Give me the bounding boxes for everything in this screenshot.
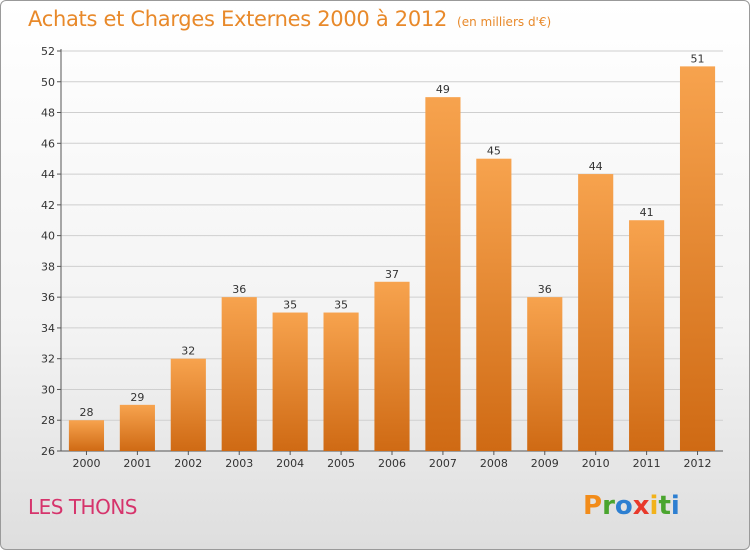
bar-2010 xyxy=(578,174,614,452)
chart-title-text: Achats et Charges Externes 2000 à 2012 xyxy=(28,7,448,31)
y-tick-label: 50 xyxy=(41,76,55,89)
value-label-2000: 28 xyxy=(79,406,93,419)
x-tick-label-2008: 2008 xyxy=(480,457,508,470)
y-tick-label: 42 xyxy=(41,199,55,212)
bar-2011 xyxy=(629,220,665,451)
bar-2009 xyxy=(527,297,563,451)
value-label-2010: 44 xyxy=(589,160,603,173)
proxiti-logo: Proxiti xyxy=(583,491,680,521)
y-tick-label: 38 xyxy=(41,260,55,273)
value-label-2009: 36 xyxy=(538,283,552,296)
x-tick-label-2009: 2009 xyxy=(531,457,559,470)
x-tick-label-2012: 2012 xyxy=(684,457,712,470)
y-tick-label: 32 xyxy=(41,353,55,366)
logo-letter: r xyxy=(602,491,615,521)
y-tick-label: 34 xyxy=(41,322,55,335)
x-tick-label-2010: 2010 xyxy=(582,457,610,470)
x-tick-label-2004: 2004 xyxy=(276,457,304,470)
x-tick-label-2006: 2006 xyxy=(378,457,406,470)
x-tick-label-2003: 2003 xyxy=(225,457,253,470)
bar-2002 xyxy=(170,358,206,451)
value-label-2004: 35 xyxy=(283,299,297,312)
bar-2001 xyxy=(119,404,155,451)
y-tick-label: 26 xyxy=(41,445,55,458)
y-tick-label: 40 xyxy=(41,230,55,243)
y-tick-label: 52 xyxy=(41,45,55,58)
labels: 26 28 30 32 34 36 38 40 42 44 46 48 50 52 28 2000 29 2001… xyxy=(41,45,712,470)
value-label-2008: 45 xyxy=(487,145,501,158)
chart-unit: (en milliers d'€) xyxy=(457,15,552,29)
logo-letter: o xyxy=(614,491,633,521)
x-tick-label-2005: 2005 xyxy=(327,457,355,470)
x-tick-label-2001: 2001 xyxy=(123,457,151,470)
value-label-2006: 37 xyxy=(385,268,399,281)
logo-letter: P xyxy=(583,491,603,521)
logo-letter: i xyxy=(649,491,659,521)
value-label-2003: 36 xyxy=(232,283,246,296)
y-tick-label: 36 xyxy=(41,291,55,304)
y-tick-label: 48 xyxy=(41,107,55,120)
bar-2006 xyxy=(374,281,410,451)
value-label-2012: 51 xyxy=(691,52,705,65)
value-label-2002: 32 xyxy=(181,345,195,358)
x-tick-label-2002: 2002 xyxy=(174,457,202,470)
bar-2007 xyxy=(425,97,461,452)
y-tick-label: 28 xyxy=(41,414,55,427)
value-label-2011: 41 xyxy=(640,206,654,219)
logo-letter: x xyxy=(632,491,650,521)
bars xyxy=(68,66,716,452)
value-label-2007: 49 xyxy=(436,83,450,96)
x-tick-label-2011: 2011 xyxy=(633,457,661,470)
place-name: LES THONS xyxy=(28,495,138,519)
bar-2005 xyxy=(323,312,359,451)
value-label-2005: 35 xyxy=(334,299,348,312)
logo-letter: t xyxy=(658,491,671,521)
bar-2000 xyxy=(68,420,105,451)
bar-2004 xyxy=(272,312,308,451)
chart-title: Achats et Charges Externes 2000 à 2012 (e… xyxy=(28,7,551,31)
bar-2003 xyxy=(221,297,257,451)
x-tick-label-2000: 2000 xyxy=(72,457,100,470)
value-label-2001: 29 xyxy=(130,391,144,404)
logo-letter: i xyxy=(670,491,680,521)
y-tick-label: 30 xyxy=(41,383,55,396)
bar-2012 xyxy=(679,66,716,451)
y-tick-label: 46 xyxy=(41,137,55,150)
bar-2008 xyxy=(476,158,512,451)
x-tick-label-2007: 2007 xyxy=(429,457,457,470)
y-tick-label: 44 xyxy=(41,168,55,181)
